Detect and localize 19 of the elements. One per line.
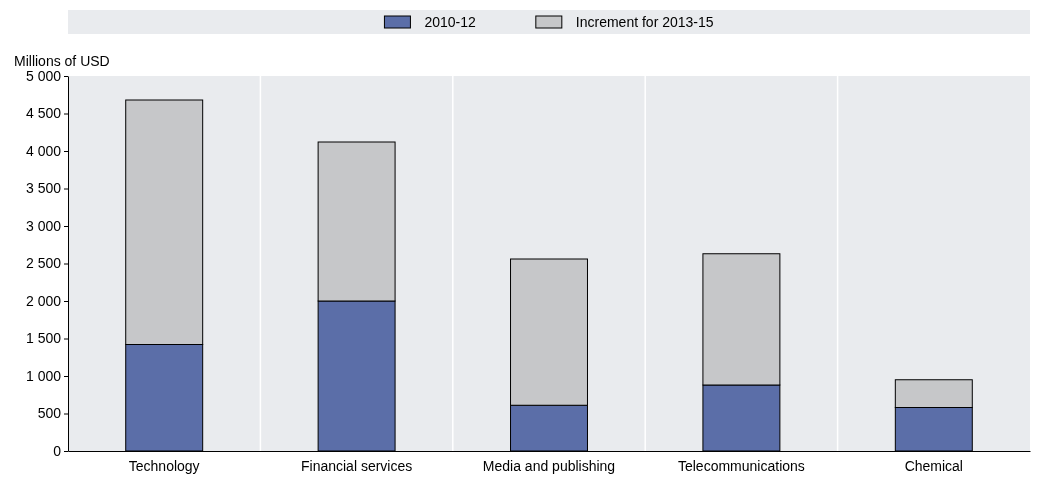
x-tick-label: Technology xyxy=(128,457,200,474)
y-tick-label: 5 000 xyxy=(25,67,62,84)
y-tick-label: 1 500 xyxy=(25,330,62,347)
y-tick-label: 3 000 xyxy=(25,217,62,234)
y-tick-label: 1 000 xyxy=(25,367,62,384)
x-tick-label: Chemical xyxy=(904,457,963,474)
x-tick-label: Financial services xyxy=(300,457,413,474)
y-axis-title: Millions of USD xyxy=(14,53,110,69)
y-tick-label: 500 xyxy=(37,405,62,422)
x-tick-label: Telecommunications xyxy=(677,457,805,474)
legend-label: 2010-12 xyxy=(424,14,477,30)
y-tick-label: 4 000 xyxy=(25,142,62,159)
y-tick-label: 2 000 xyxy=(25,292,62,309)
y-tick-label: 0 xyxy=(53,442,62,459)
y-tick-label: 3 500 xyxy=(25,180,62,197)
y-tick-label: 4 500 xyxy=(25,105,62,122)
x-tick-label: Media and publishing xyxy=(482,457,616,474)
legend-label: Increment for 2013-15 xyxy=(575,14,714,30)
y-tick-label: 2 500 xyxy=(25,255,62,272)
